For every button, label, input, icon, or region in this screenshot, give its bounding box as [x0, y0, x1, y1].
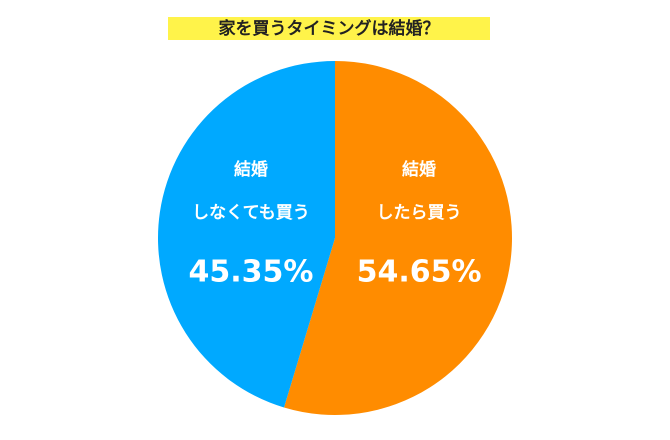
chart-title: 家を買うタイミングは結婚？ [219, 18, 440, 39]
slice-label: しなくても買う [192, 203, 310, 223]
pie-slice [157, 61, 335, 408]
value-label: 54.65% [357, 255, 482, 290]
pie-slice [284, 61, 512, 415]
slice-label: 結婚 [402, 159, 436, 180]
title-highlight [168, 17, 490, 40]
value-label: 45.35% [188, 255, 313, 290]
slice-label: したら買う [377, 203, 462, 223]
slice-label: 結婚 [234, 159, 268, 180]
